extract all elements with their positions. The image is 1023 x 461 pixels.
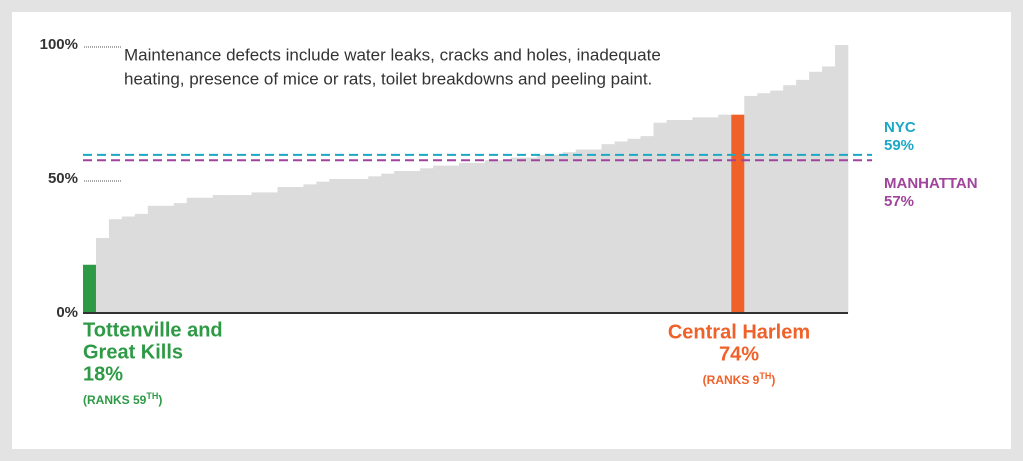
- bar: [160, 205, 175, 313]
- bar: [614, 141, 628, 313]
- bar: [718, 114, 732, 314]
- annotation-value: 74%: [719, 343, 759, 365]
- bar: [342, 179, 356, 313]
- y-tick-label: 50%: [48, 170, 78, 187]
- reference-value: 57%: [884, 193, 914, 210]
- rank-ordinal: TH: [759, 371, 771, 381]
- rank-close: ): [771, 373, 775, 387]
- bar: [251, 192, 265, 313]
- bar: [134, 213, 149, 313]
- bar: [368, 176, 382, 313]
- bar: [601, 144, 615, 313]
- bar: [484, 160, 499, 313]
- bar: [666, 120, 680, 313]
- bar: [407, 170, 421, 313]
- bar: [679, 120, 693, 313]
- y-tick-label: 0%: [56, 304, 78, 321]
- bar: [653, 122, 667, 313]
- bar: [796, 79, 810, 313]
- annotation-rank: (RANKS 59TH): [83, 391, 162, 407]
- bar: [471, 162, 486, 313]
- bar: [510, 157, 525, 313]
- bar: [588, 149, 602, 313]
- rank-text: (RANKS 9: [703, 373, 760, 387]
- bar: [640, 136, 654, 313]
- annotation-name: Tottenville and: [83, 319, 223, 341]
- bar: [277, 187, 291, 313]
- bar: [770, 90, 784, 313]
- bar: [459, 162, 473, 313]
- bar: [173, 203, 188, 313]
- bar: [264, 192, 278, 313]
- bar: [497, 160, 512, 313]
- bar: [83, 264, 97, 313]
- note: heating, presence of mice or rats, toile…: [124, 69, 652, 88]
- bar: [121, 216, 136, 313]
- bar: [809, 71, 823, 313]
- bar: [290, 187, 304, 313]
- y-tick-label: 100%: [40, 36, 78, 53]
- bar: [433, 165, 447, 313]
- bar: [95, 237, 110, 313]
- bar: [355, 179, 369, 313]
- bar: [446, 165, 460, 313]
- bar: [147, 205, 162, 313]
- annotation-name: Central Harlem: [668, 321, 810, 343]
- reference-name: NYC: [884, 119, 916, 136]
- bar: [186, 197, 200, 313]
- bar: [705, 117, 719, 313]
- rank-text: (RANKS 59: [83, 393, 147, 407]
- annotation-name: Great Kills: [83, 341, 183, 363]
- bar: [822, 66, 836, 313]
- bar: [420, 168, 434, 313]
- bar: [316, 181, 330, 313]
- annotation-rank: (RANKS 9TH): [703, 371, 776, 387]
- bar: [199, 197, 213, 313]
- bar: [835, 45, 849, 313]
- bar: [627, 138, 641, 313]
- bar: [523, 157, 538, 313]
- bar: [549, 154, 564, 313]
- note: Maintenance defects include water leaks,…: [124, 45, 661, 64]
- bar: [329, 179, 343, 313]
- bar: [692, 117, 706, 313]
- bar: [744, 95, 758, 313]
- bar: [562, 152, 577, 313]
- annotation-value: 18%: [83, 363, 123, 385]
- bar: [731, 114, 745, 314]
- reference-name: MANHATTAN: [884, 175, 978, 192]
- bar: [225, 195, 239, 313]
- bar: [757, 93, 771, 314]
- rank-ordinal: TH: [146, 391, 158, 401]
- bar: [303, 184, 317, 313]
- bar: [108, 219, 123, 313]
- rank-close: ): [158, 393, 162, 407]
- bar: [783, 85, 797, 313]
- reference-value: 59%: [884, 137, 914, 154]
- bar: [238, 195, 252, 313]
- bar: [394, 170, 408, 313]
- bar: [575, 149, 589, 313]
- bar: [536, 154, 551, 313]
- bar: [212, 195, 226, 313]
- bar: [381, 173, 395, 313]
